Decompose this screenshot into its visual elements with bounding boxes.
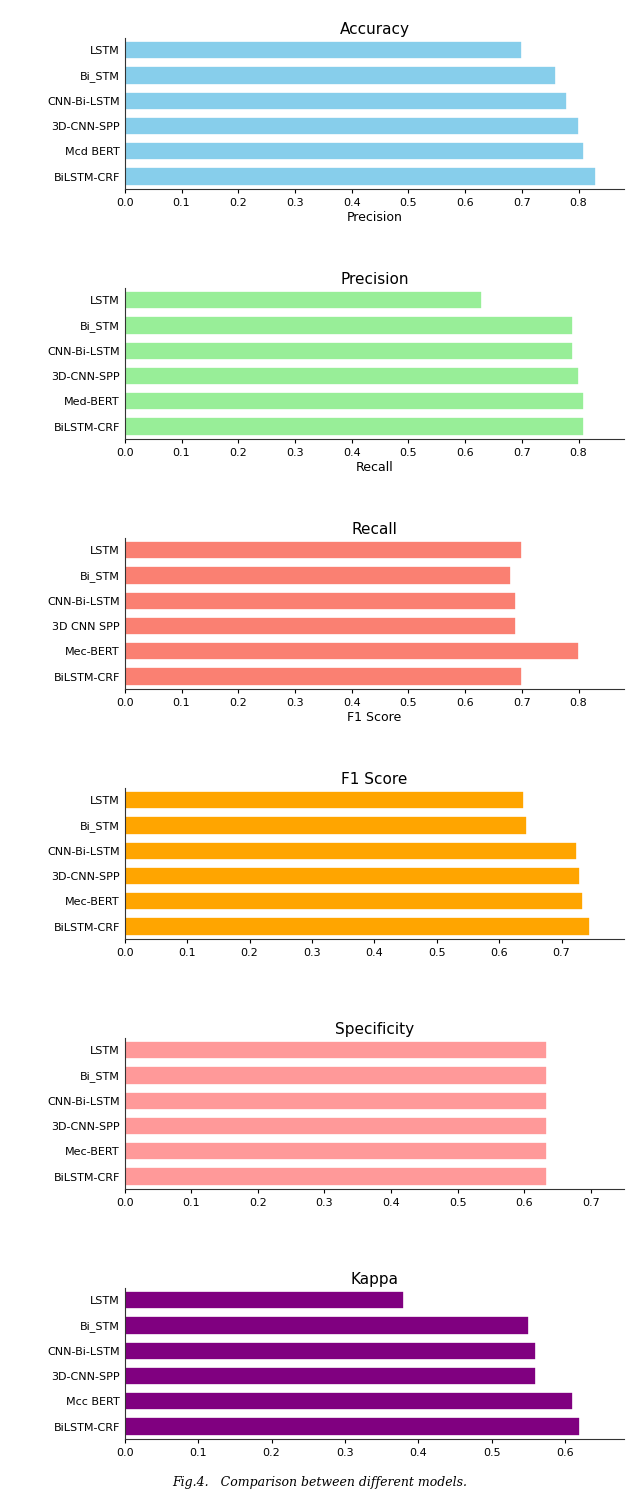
Bar (125, 918, 589, 936)
Bar (125, 1392, 573, 1411)
Title: Kappa: Kappa (351, 1272, 398, 1287)
Text: Fig.4.   Comparison between different models.: Fig.4. Comparison between different mode… (173, 1475, 467, 1489)
Bar (125, 1291, 404, 1310)
Bar (125, 142, 584, 160)
Bar (125, 1341, 536, 1359)
Title: Recall: Recall (351, 521, 397, 536)
Bar (125, 616, 516, 634)
Bar (125, 1367, 536, 1385)
Bar (125, 1317, 529, 1335)
Bar (125, 316, 573, 335)
Bar (125, 392, 584, 410)
Bar (125, 592, 516, 610)
Bar (125, 541, 522, 559)
Bar (125, 1067, 547, 1085)
Bar (125, 1041, 547, 1059)
Bar (125, 41, 522, 59)
Bar (125, 1418, 580, 1436)
Bar (125, 1142, 547, 1160)
Bar (125, 167, 596, 185)
X-axis label: Precision: Precision (346, 211, 403, 225)
Bar (125, 66, 556, 84)
Bar (125, 642, 579, 660)
Bar (125, 1091, 547, 1109)
Bar (125, 118, 579, 136)
Bar (125, 867, 580, 885)
Bar (125, 567, 511, 585)
X-axis label: F1 Score: F1 Score (348, 711, 401, 723)
Bar (125, 817, 527, 835)
Bar (125, 1117, 547, 1135)
Bar (125, 1168, 547, 1186)
X-axis label: Recall: Recall (356, 461, 393, 475)
Bar (125, 342, 573, 360)
Title: Specificity: Specificity (335, 1022, 414, 1037)
Bar (125, 417, 584, 436)
Title: Precision: Precision (340, 271, 409, 286)
Title: Accuracy: Accuracy (339, 21, 410, 36)
Bar (125, 842, 577, 860)
Bar (125, 291, 482, 309)
Bar (125, 368, 579, 386)
Bar (125, 668, 522, 686)
Bar (125, 892, 584, 910)
Title: F1 Score: F1 Score (341, 772, 408, 787)
Bar (125, 92, 567, 110)
Bar (125, 791, 524, 809)
